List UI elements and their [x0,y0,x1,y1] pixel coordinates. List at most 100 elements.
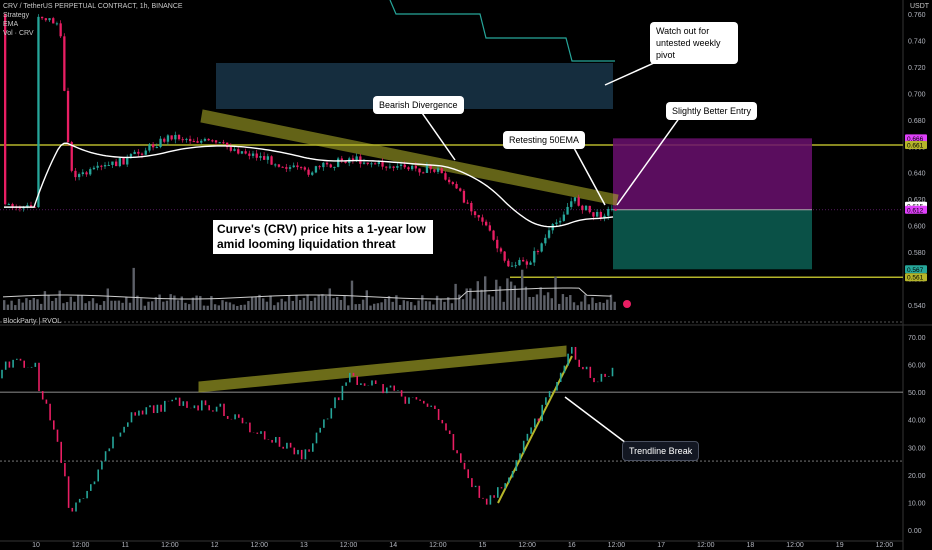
volume-bar [236,305,239,310]
rsi-tick: 60.00 [908,363,926,370]
candle-body [203,138,207,141]
volume-label: Vol · CRV [3,30,34,37]
volume-bar [265,301,269,310]
volume-bar [6,304,10,310]
candle-body [388,166,392,168]
volume-bar [561,294,565,310]
volume-bar [3,300,6,310]
volume-bar [99,304,102,310]
volume-bar [114,300,117,310]
candle-body [362,162,366,164]
candle-body [107,164,110,166]
candle-body [115,161,118,167]
candle-body [492,230,495,240]
headline-box: Curve's (CRV) price hits a 1-year low am… [213,220,433,254]
volume-bar [158,294,161,310]
candle-body [536,251,540,253]
candle-body [459,188,462,191]
candle-body [562,214,565,221]
volume-bar [521,269,524,310]
callout-bearish-divergence: Bearish Divergence [373,96,464,114]
price-tick: 0.680 [908,118,926,125]
price-badge [905,273,927,282]
volume-bar [254,297,257,310]
volume-bar [587,304,590,310]
rsi-tick: 20.00 [908,473,926,480]
candle-body [126,156,129,165]
volume-bar [480,289,483,310]
price-tick: 0.600 [908,224,926,231]
volume-bar [58,290,61,310]
pointer-bearish [419,109,456,161]
price-tick: 0.620 [908,197,926,204]
volume-bar [576,305,579,310]
candle-body [481,217,484,222]
volume-bar [225,301,228,310]
volume-bar [532,296,535,310]
volume-bar [365,290,368,310]
volume-bar [432,304,435,310]
volume-bar [498,286,502,310]
candle-body [584,205,588,211]
volume-bar [554,276,557,310]
candle-body [510,265,514,267]
candle-body [573,197,577,202]
volume-bar [358,303,361,310]
volume-bar [609,294,613,310]
volume-bar [21,302,24,310]
volume-bar [350,280,354,310]
volume-bar [380,302,383,310]
candle-body [233,149,236,151]
candle-body [192,141,195,143]
candle-body [81,172,84,175]
candle-body [473,211,477,216]
volume-bar [398,304,402,310]
candle-body [499,248,503,252]
candle-body [340,158,343,162]
candle-body [41,16,44,19]
volume-bar [447,297,450,310]
candle-body [544,237,547,244]
time-tick: 15 [479,542,487,549]
volume-bar [406,301,409,310]
volume-bar [162,301,165,310]
pointer-entry [616,116,681,206]
candle-body [555,222,558,225]
candle-body [588,205,591,213]
volume-bar [550,298,553,310]
volume-bar [454,283,457,310]
volume-bar [62,303,65,310]
volume-bar [324,296,328,310]
candle-body [596,211,599,217]
candle-body [159,138,162,148]
candle-body [4,14,7,205]
candle-body [577,197,580,206]
candle-body [163,138,166,142]
price-badge [905,140,927,149]
callout-retesting-50ema: Retesting 50EMA [503,131,586,149]
price-badge-label: 0.567 [907,267,924,274]
volume-bar [154,297,158,310]
volume-bar [583,294,587,310]
volume-bar [95,303,98,310]
volume-bar [169,294,172,310]
volume-bar [572,302,576,310]
candle-body [118,157,121,167]
volume-bar [117,300,121,310]
candle-body [144,150,147,155]
candle-body [78,174,81,178]
volume-bar [328,288,331,310]
candle-body [322,162,325,168]
candle-body [381,161,384,167]
candle-body [55,23,59,25]
candle-body [244,151,247,154]
volume-bar [361,299,365,310]
volume-bar [184,302,187,310]
volume-bar [417,300,420,310]
volume-bar [258,294,261,310]
currency-label: USDT [910,3,930,10]
candle-body [351,158,355,161]
strategy-label: Strategy [3,12,30,19]
price-badge [905,205,927,214]
